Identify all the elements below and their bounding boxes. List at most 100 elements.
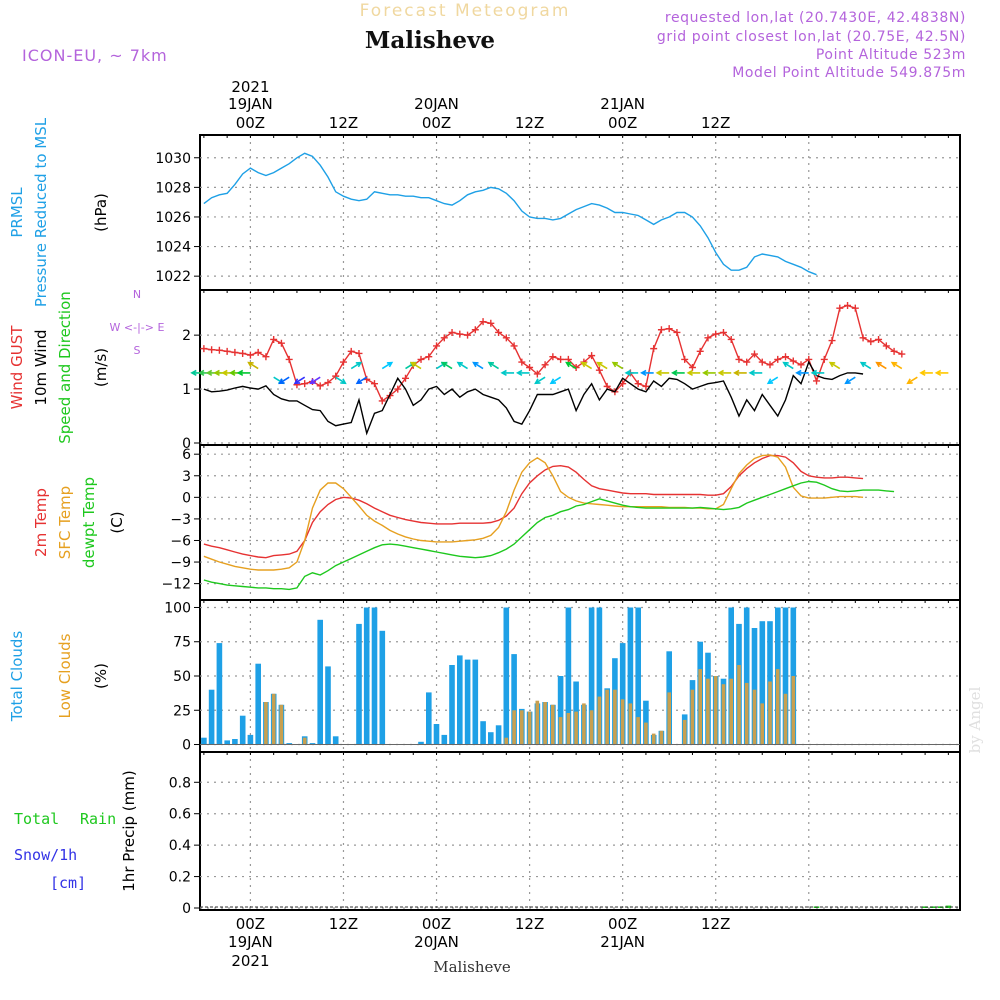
credit-watermark: by Angel xyxy=(966,686,984,753)
gust-marker xyxy=(782,353,790,361)
clouds-bar xyxy=(605,689,609,745)
wind-arrow xyxy=(355,376,368,385)
top-date-label: 19JAN xyxy=(228,95,273,113)
clouds-bar xyxy=(721,684,726,745)
wind-arrow xyxy=(472,361,484,370)
gust-marker xyxy=(254,348,262,356)
clouds-bar xyxy=(557,676,564,745)
top-time-label: 12Z xyxy=(701,114,730,132)
gust-marker xyxy=(797,361,805,369)
model-label: ICON-EU, ~ 7km xyxy=(22,46,168,65)
gust-marker xyxy=(433,342,441,350)
gust-marker xyxy=(820,355,828,363)
wind-side-label: Wind GUST xyxy=(8,325,26,410)
wind-arrow xyxy=(717,369,732,377)
location-title: Malisheve xyxy=(365,27,495,54)
clouds-bar xyxy=(464,659,471,745)
wind-arrow xyxy=(335,376,347,385)
clouds-bar xyxy=(511,654,517,745)
wind-arrow xyxy=(766,376,779,385)
gust-marker xyxy=(355,349,363,357)
clouds-unit-label: (%) xyxy=(92,663,110,689)
gust-marker xyxy=(215,346,223,354)
wind-arrow xyxy=(236,369,251,377)
gust-marker xyxy=(890,347,898,355)
gust-marker xyxy=(727,335,735,343)
clouds-bar xyxy=(449,665,455,745)
gust-marker xyxy=(526,364,534,371)
gust-marker xyxy=(673,328,681,336)
clouds-ytick-label: 25 xyxy=(173,703,191,719)
gust-marker xyxy=(704,334,712,342)
gust-marker xyxy=(789,357,797,365)
top-time-label: 00Z xyxy=(422,114,451,132)
clouds-bar xyxy=(744,682,749,745)
clouds-bar xyxy=(457,655,463,745)
clouds-bar xyxy=(363,607,370,745)
gust-marker xyxy=(262,353,270,361)
clouds-bar xyxy=(551,704,555,745)
wind-arrow xyxy=(515,369,530,377)
clouds-bar xyxy=(418,741,424,745)
clouds-bar xyxy=(309,743,316,745)
clouds-bar xyxy=(255,663,261,745)
clouds-bar xyxy=(286,743,292,745)
gust-marker xyxy=(750,350,758,358)
clouds-bar xyxy=(783,693,788,745)
clouds-bar xyxy=(589,710,594,745)
gust-marker xyxy=(681,355,689,363)
wind-ytick-label: 1 xyxy=(182,382,191,398)
gust-marker xyxy=(518,358,526,366)
wind-arrow xyxy=(640,369,654,377)
precip-ytick-label: 0.2 xyxy=(169,870,191,886)
bottom-time-label: 00Z xyxy=(608,915,637,933)
clouds-bar xyxy=(613,689,617,745)
wind-arrow xyxy=(534,376,546,385)
pressure-series-line xyxy=(203,152,817,276)
wind-arrow xyxy=(611,361,624,370)
wind-arrow xyxy=(565,361,577,370)
clouds-bar xyxy=(596,607,603,745)
gust-marker xyxy=(324,379,332,387)
gust-marker xyxy=(487,319,495,327)
bottom-time-label: 12Z xyxy=(515,915,544,933)
wind-arrow xyxy=(748,369,763,377)
wind-series-line xyxy=(203,360,864,436)
bottom-time-label: 12Z xyxy=(329,915,358,933)
wind-arrow xyxy=(795,369,809,377)
bottom-date-label: 19JAN xyxy=(228,933,273,951)
clouds-bar xyxy=(651,733,656,745)
clouds-bar xyxy=(512,710,516,745)
precip-ytick-label: 0 xyxy=(182,901,191,917)
gust-marker xyxy=(270,335,278,343)
pressure-ytick-label: 1028 xyxy=(155,180,191,196)
precip-unit-label: 1hr Precip (mm) xyxy=(120,770,138,891)
clouds-bar xyxy=(332,736,339,745)
gust-marker xyxy=(285,355,293,363)
gust-marker xyxy=(859,334,867,342)
clouds-panel: 0 25 50 75 100 Total Clouds Low Clouds (%) xyxy=(8,599,961,754)
temperature-side-label: SFC Temp xyxy=(56,486,74,559)
wind-side-label: 10m Wind xyxy=(32,329,50,405)
requested-coords: requested lon,lat (20.7430E, 42.4838N) xyxy=(665,10,966,26)
clouds-bar xyxy=(713,676,718,745)
gust-marker xyxy=(657,326,665,334)
wind-arrow xyxy=(487,361,499,370)
gust-marker xyxy=(277,339,285,347)
clouds-bar xyxy=(565,607,572,745)
clouds-ytick-label: 0 xyxy=(182,738,191,754)
wind-arrow xyxy=(844,376,856,385)
temperature-series-line xyxy=(203,480,895,591)
gust-marker xyxy=(851,304,859,312)
bottom-date-label: 21JAN xyxy=(600,933,645,951)
clouds-bar xyxy=(520,710,524,745)
clouds-bar xyxy=(775,669,780,745)
clouds-bar xyxy=(543,702,547,745)
gust-marker xyxy=(402,374,410,382)
clouds-bar xyxy=(504,737,509,745)
gust-marker xyxy=(595,366,603,374)
wind-arrow xyxy=(456,361,468,370)
clouds-bar xyxy=(690,689,695,745)
gust-marker xyxy=(378,397,386,405)
